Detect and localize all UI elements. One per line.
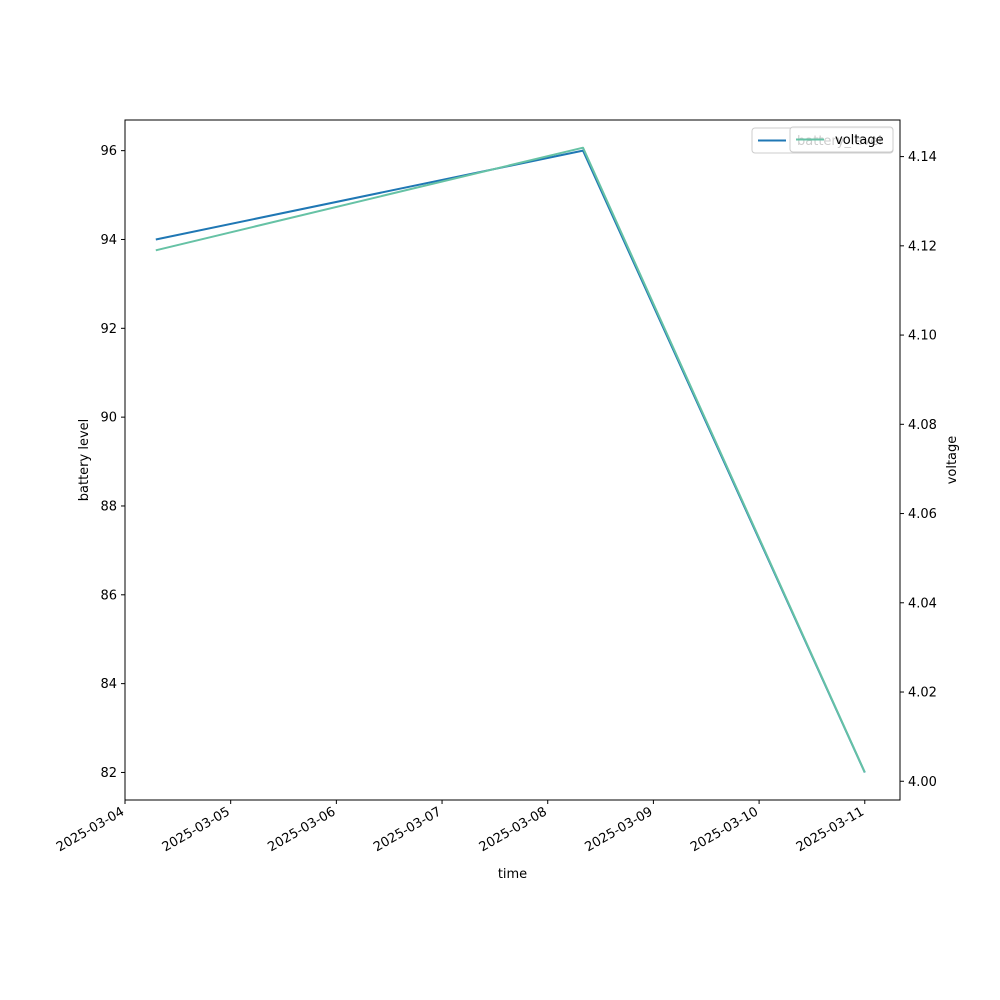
series-line-voltage [155, 146, 866, 773]
series-layer [155, 146, 866, 773]
y2-tick-label: 4.04 [908, 596, 937, 611]
y2-axis-ticks: 4.00 4.02 4.04 4.06 4.08 4.10 4.12 4.14 [900, 150, 937, 790]
y2-tick-label: 4.12 [908, 239, 937, 254]
y-axis-label: battery level [77, 419, 92, 502]
axes-layer [124, 119, 901, 801]
y2-tick-label: 4.02 [908, 686, 937, 701]
x-axis-label: time [498, 867, 527, 882]
y-axis-ticks: 82 84 86 88 90 92 94 96 [100, 144, 125, 781]
y2-axis-label: voltage [945, 436, 960, 485]
plot-frame [124, 119, 901, 801]
y-tick-label: 88 [100, 499, 117, 514]
y2-tick-label: 4.10 [908, 329, 937, 344]
legend-box [789, 126, 894, 153]
y2-tick-label: 4.00 [908, 775, 937, 790]
y-tick-label: 84 [100, 677, 117, 692]
y2-tick-label: 4.06 [908, 507, 937, 522]
y-tick-label: 96 [100, 144, 117, 159]
y-tick-label: 94 [100, 233, 117, 248]
y-tick-label: 82 [100, 766, 117, 781]
y2-tick-label: 4.14 [908, 150, 937, 165]
y-tick-label: 92 [100, 322, 117, 337]
y2-tick-label: 4.08 [908, 418, 937, 433]
y-tick-label: 90 [100, 411, 117, 426]
legend-label: voltage [835, 133, 884, 148]
y-tick-label: 86 [100, 588, 117, 603]
legend-1: voltage [789, 126, 894, 153]
